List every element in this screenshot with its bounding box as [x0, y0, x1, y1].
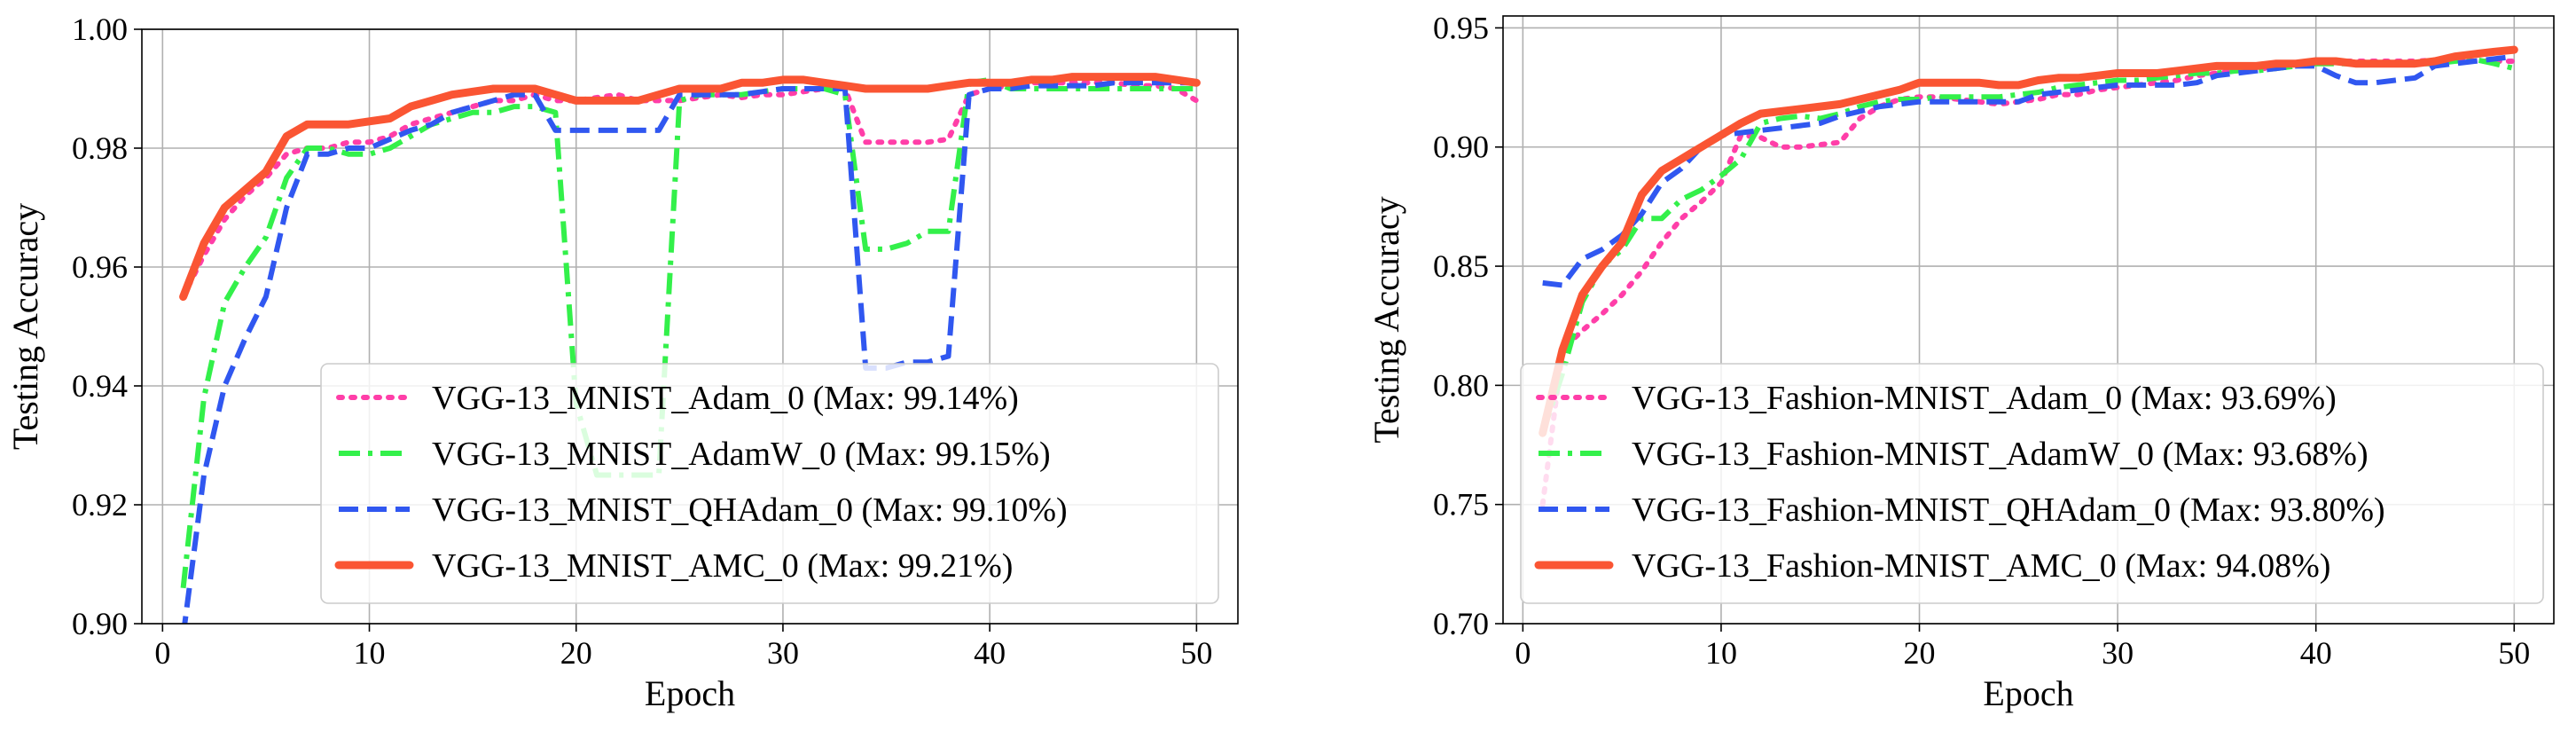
chart-2: 0 10 20 30 40 50 0.70 0.75 0.80 0.85 0.90 0.95 Epoch… [1366, 10, 2554, 713]
chart-2-x-axis-label: Epoch [1983, 673, 2073, 713]
chart-2-ytick-label-3: 0.85 [1433, 248, 1489, 284]
chart-1-series-line-4 [184, 77, 1197, 297]
chart-2-xtick-label-1: 10 [1705, 635, 1737, 671]
chart-1-xtick-label-3: 30 [767, 635, 799, 671]
chart-1-legend-label-1: VGG-13_MNIST_Adam_0 (Max: 99.14%) [432, 380, 1019, 417]
chart-2-legend-label-4: VGG-13_Fashion-MNIST_AMC_0 (Max: 94.08%) [1632, 547, 2330, 585]
chart-2-ytick-label-5: 0.95 [1433, 10, 1489, 45]
chart-1-xtick-label-1: 10 [354, 635, 386, 671]
chart-1-legend: VGG-13_MNIST_Adam_0 (Max: 99.14%) VGG-13_… [321, 364, 1218, 603]
chart-1-legend-label-4: VGG-13_MNIST_AMC_0 (Max: 99.21%) [432, 547, 1013, 585]
chart-1-xtick-label-2: 20 [560, 635, 592, 671]
chart-2-legend: VGG-13_Fashion-MNIST_Adam_0 (Max: 93.69%… [1521, 364, 2543, 603]
chart-1-ytick-label-2: 0.94 [72, 368, 128, 404]
chart-1-series-line-1 [184, 83, 1197, 296]
chart-2-xtick-label-0: 0 [1515, 635, 1531, 671]
chart-1: 0 10 20 30 40 50 0.90 0.92 0.94 0.96 0.98 1.00 Epoch… [5, 12, 1238, 713]
figure: 0 10 20 30 40 50 0.90 0.92 0.94 0.96 0.98 1.00 Epoch… [0, 0, 2576, 731]
chart-1-x-axis-label: Epoch [645, 673, 735, 713]
chart-1-ytick-label-3: 0.96 [72, 249, 128, 285]
chart-1-ytick-label-0: 0.90 [72, 606, 128, 641]
chart-1-ytick-label-4: 0.98 [72, 130, 128, 166]
chart-2-xtick-label-5: 50 [2498, 635, 2530, 671]
chart-1-ytick-label-1: 0.92 [72, 487, 128, 523]
chart-2-ytick-label-0: 0.70 [1433, 606, 1489, 641]
chart-2-legend-label-2: VGG-13_Fashion-MNIST_AdamW_0 (Max: 93.68… [1632, 436, 2369, 473]
chart-2-xtick-label-3: 30 [2102, 635, 2134, 671]
chart-2-ytick-label-1: 0.75 [1433, 487, 1489, 523]
chart-1-ytick-label-5: 1.00 [72, 12, 128, 47]
chart-2-xtick-label-4: 40 [2300, 635, 2332, 671]
chart-2-legend-label-3: VGG-13_Fashion-MNIST_QHAdam_0 (Max: 93.8… [1632, 491, 2385, 529]
chart-1-y-axis-label: Testing Accuracy [5, 203, 45, 450]
chart-2-legend-label-1: VGG-13_Fashion-MNIST_Adam_0 (Max: 93.69%… [1632, 380, 2337, 417]
chart-1-legend-label-2: VGG-13_MNIST_AdamW_0 (Max: 99.15%) [432, 436, 1051, 473]
chart-2-xtick-label-2: 20 [1904, 635, 1936, 671]
chart-2-ytick-label-4: 0.90 [1433, 130, 1489, 165]
chart-1-xtick-label-0: 0 [154, 635, 170, 671]
chart-1-xtick-label-4: 40 [974, 635, 1006, 671]
chart-1-legend-label-3: VGG-13_MNIST_QHAdam_0 (Max: 99.10%) [432, 491, 1068, 529]
chart-2-y-axis-label: Testing Accuracy [1366, 196, 1406, 443]
chart-2-ytick-label-2: 0.80 [1433, 367, 1489, 403]
chart-1-xtick-label-5: 50 [1180, 635, 1212, 671]
